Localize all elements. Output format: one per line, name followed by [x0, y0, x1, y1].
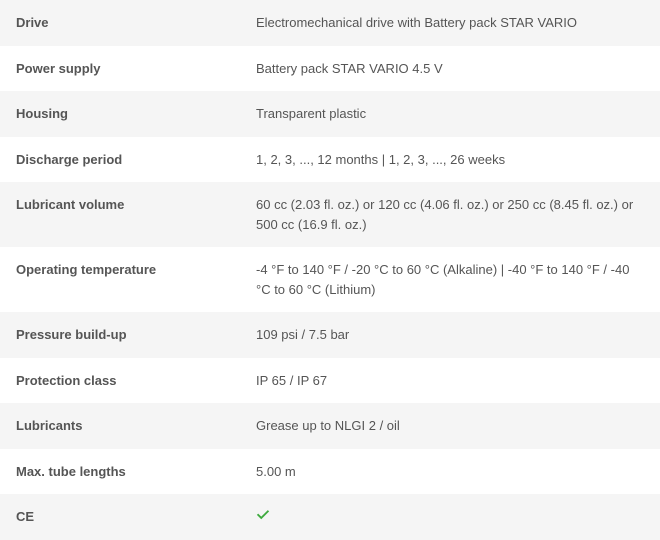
spec-label: Operating temperature [16, 260, 256, 299]
spec-value [256, 507, 644, 527]
spec-value: -4 °F to 140 °F / -20 °C to 60 °C (Alkal… [256, 260, 644, 299]
table-row: Operating temperature -4 °F to 140 °F / … [0, 247, 660, 312]
spec-label: CE [16, 507, 256, 527]
spec-label: Drive [16, 13, 256, 33]
spec-label: Power supply [16, 59, 256, 79]
spec-value: 5.00 m [256, 462, 644, 482]
table-row: Drive Electromechanical drive with Batte… [0, 0, 660, 46]
spec-value: Battery pack STAR VARIO 4.5 V [256, 59, 644, 79]
spec-label: Lubricants [16, 416, 256, 436]
table-row: Pressure build-up 109 psi / 7.5 bar [0, 312, 660, 358]
spec-value: Transparent plastic [256, 104, 644, 124]
spec-table: Drive Electromechanical drive with Batte… [0, 0, 660, 540]
spec-value: Grease up to NLGI 2 / oil [256, 416, 644, 436]
table-row: Protection class IP 65 / IP 67 [0, 358, 660, 404]
spec-value: Electromechanical drive with Battery pac… [256, 13, 644, 33]
check-icon [256, 507, 270, 521]
spec-label: Lubricant volume [16, 195, 256, 234]
table-row: Housing Transparent plastic [0, 91, 660, 137]
table-row: Lubricants Grease up to NLGI 2 / oil [0, 403, 660, 449]
table-row: Max. tube lengths 5.00 m [0, 449, 660, 495]
spec-label: Pressure build-up [16, 325, 256, 345]
spec-label: Max. tube lengths [16, 462, 256, 482]
spec-value: 60 cc (2.03 fl. oz.) or 120 cc (4.06 fl.… [256, 195, 644, 234]
table-row: Lubricant volume 60 cc (2.03 fl. oz.) or… [0, 182, 660, 247]
table-row: CE [0, 494, 660, 540]
spec-label: Protection class [16, 371, 256, 391]
spec-value: 1, 2, 3, ..., 12 months | 1, 2, 3, ..., … [256, 150, 644, 170]
spec-value: IP 65 / IP 67 [256, 371, 644, 391]
spec-value: 109 psi / 7.5 bar [256, 325, 644, 345]
spec-label: Discharge period [16, 150, 256, 170]
table-row: Power supply Battery pack STAR VARIO 4.5… [0, 46, 660, 92]
table-row: Discharge period 1, 2, 3, ..., 12 months… [0, 137, 660, 183]
spec-label: Housing [16, 104, 256, 124]
